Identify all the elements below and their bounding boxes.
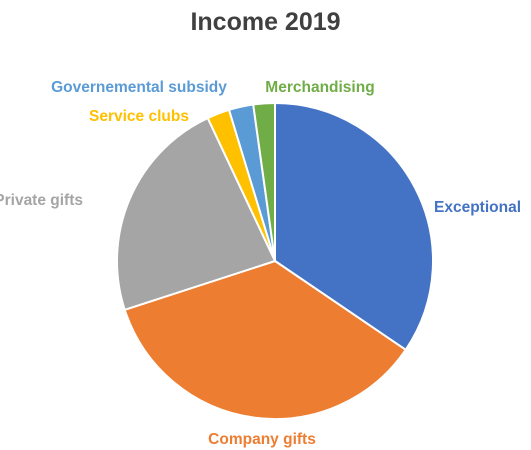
slice-label-merchandising: Merchandising [265, 79, 374, 96]
slice-label-private-gifts: Private gifts [0, 192, 83, 209]
pie-slice-company-gifts [123, 259, 408, 420]
chart-title: Income 2019 [190, 8, 341, 36]
pie-slice-merchandising [252, 101, 276, 262]
slice-label-exceptional: Exceptional [434, 199, 521, 216]
slice-label-governemental-subsidy: Governemental subsidy [51, 79, 227, 96]
pie-slice-private-gifts [116, 116, 277, 312]
pie-slice-exceptional [274, 101, 434, 352]
slice-label-service-clubs: Service clubs [89, 108, 189, 125]
slice-label-company-gifts: Company gifts [208, 431, 316, 448]
